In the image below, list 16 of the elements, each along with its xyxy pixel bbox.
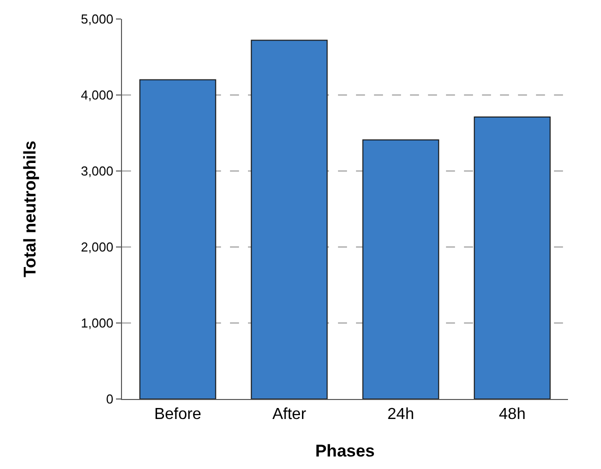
y-tick-label: 0 [106,392,114,407]
bar [362,139,440,399]
x-axis-title: Phases [315,442,375,461]
y-axis-title: Total neutrophils [20,140,40,278]
x-tick-label: Before [154,406,202,424]
bar [139,79,216,399]
bar [250,40,328,399]
y-tick-label: 5,000 [80,12,114,27]
y-tick-label: 4,000 [80,88,114,103]
x-tick-label: After [272,406,307,424]
x-tick-label: 24h [387,406,414,424]
x-tick-label: 48h [498,406,526,424]
bar [474,116,551,399]
y-tick-label: 2,000 [80,240,114,255]
y-tick-label: 3,000 [80,164,114,179]
y-tick-label: 1,000 [80,316,114,331]
